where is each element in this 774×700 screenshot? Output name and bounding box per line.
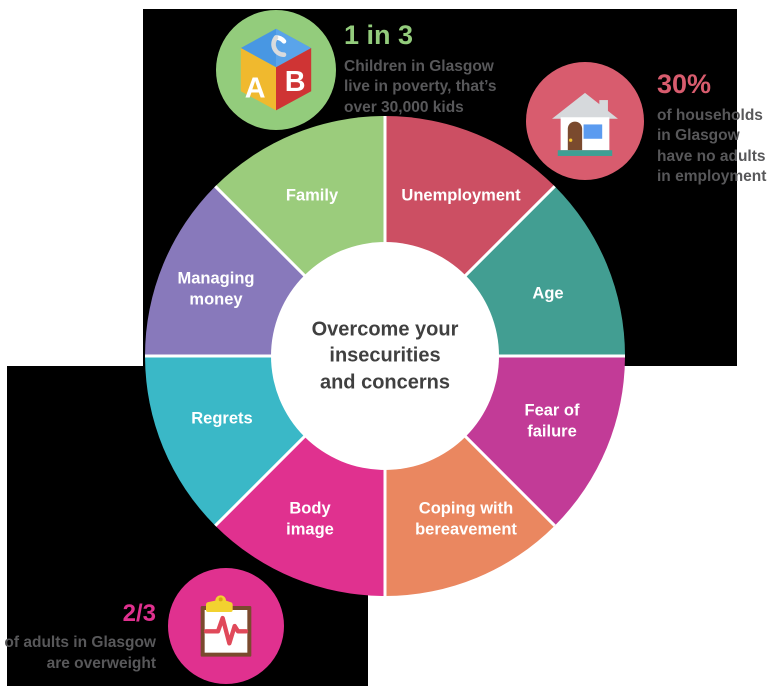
svg-text:B: B (285, 66, 306, 98)
svg-text:A: A (245, 73, 266, 105)
